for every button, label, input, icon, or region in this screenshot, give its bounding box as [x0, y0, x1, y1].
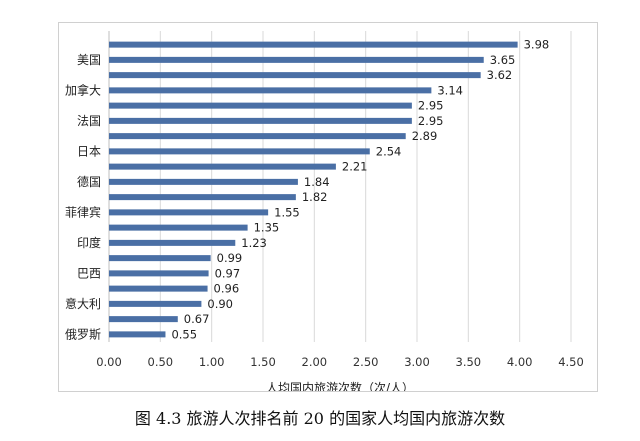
x-tick-label: 3.50	[456, 355, 482, 369]
bar	[109, 255, 211, 262]
bar	[109, 117, 412, 124]
bar-chart: 0.00 0.50 1.00 1.50 2.00 2.50 3.00 3.50 4.00 4.50…	[65, 31, 584, 391]
bar	[109, 209, 269, 216]
category-label: 意大利	[65, 296, 101, 311]
bar-value-label: 1.55	[274, 205, 300, 219]
x-tick-label: 4.50	[558, 355, 584, 369]
x-tick-label: 3.00	[404, 355, 430, 369]
bar-value-label: 0.90	[207, 297, 233, 311]
bar-value-label: 2.21	[342, 160, 368, 174]
bar-value-label: 1.84	[304, 175, 330, 189]
bar	[109, 102, 412, 109]
bar	[109, 41, 518, 48]
x-tick-label: 0.00	[96, 355, 122, 369]
bar	[109, 285, 208, 292]
bar	[109, 194, 296, 201]
bar	[109, 133, 406, 140]
bar-value-label: 3.65	[490, 53, 516, 67]
bar-value-label: 0.55	[171, 327, 197, 341]
bar-value-label: 0.99	[217, 251, 243, 265]
category-label: 法国	[77, 114, 101, 128]
bar	[109, 224, 248, 231]
category-label: 美国	[77, 53, 101, 67]
bar	[109, 56, 484, 63]
bar	[109, 270, 209, 277]
bar-value-label: 3.62	[487, 68, 513, 82]
x-tick-label: 2.00	[302, 355, 328, 369]
bar	[109, 87, 432, 94]
x-tick-label: 1.50	[250, 355, 276, 369]
bar-value-label: 2.54	[376, 144, 402, 158]
bar-value-label: 2.89	[412, 129, 438, 143]
bar-value-label: 2.95	[418, 99, 444, 113]
bar	[109, 316, 178, 323]
bar-value-label: 3.98	[524, 38, 550, 52]
x-tick-label: 4.00	[507, 355, 533, 369]
bar-value-label: 0.67	[184, 312, 210, 326]
bar-value-label: 2.95	[418, 114, 444, 128]
bar	[109, 72, 481, 79]
x-axis-title: 人均国内旅游次数（次/人）	[266, 380, 414, 391]
bar-value-label: 1.23	[241, 236, 267, 250]
bar-value-label: 3.14	[437, 83, 463, 97]
x-tick-label: 0.50	[148, 355, 174, 369]
bar-value-label: 1.35	[254, 221, 280, 235]
category-label: 印度	[77, 235, 101, 250]
chart-frame: 0.00 0.50 1.00 1.50 2.00 2.50 3.00 3.50 4.00 4.50…	[58, 22, 598, 392]
bar-value-label: 1.82	[302, 190, 328, 204]
figure-caption: 图 4.3 旅游人次排名前 20 的国家人均国内旅游次数	[134, 409, 506, 428]
category-label: 日本	[77, 144, 101, 158]
x-tick-label: 1.00	[199, 355, 225, 369]
bar	[109, 331, 166, 338]
category-label: 巴西	[77, 266, 101, 280]
category-label: 菲律宾	[65, 204, 101, 219]
bar-value-label: 0.97	[215, 266, 241, 280]
bar	[109, 300, 202, 307]
bar-value-label: 0.96	[214, 282, 240, 296]
category-label: 德国	[77, 174, 101, 189]
bar	[109, 148, 370, 155]
bar	[109, 239, 236, 246]
bar	[109, 178, 298, 185]
x-tick-label: 2.50	[353, 355, 379, 369]
category-label: 加拿大	[65, 82, 101, 97]
bar	[109, 163, 336, 170]
category-label: 俄罗斯	[65, 327, 101, 341]
